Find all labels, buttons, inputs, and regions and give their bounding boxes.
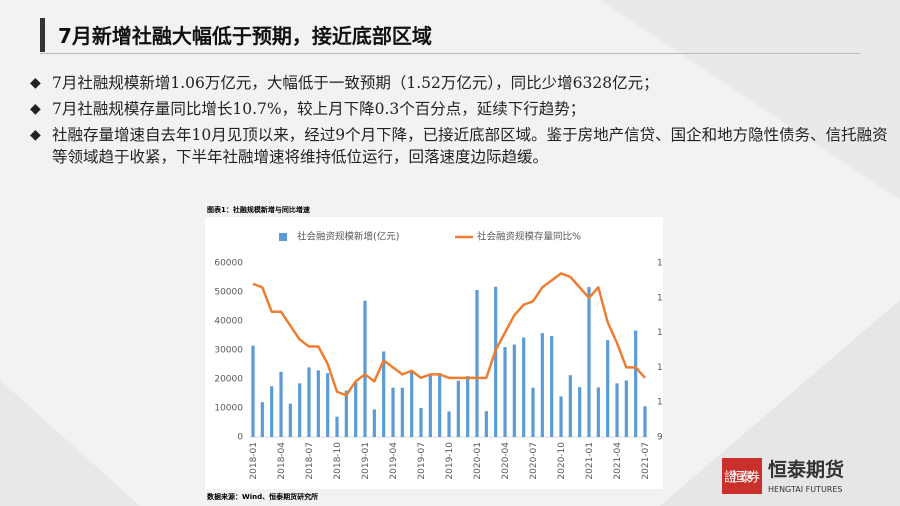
bar: [419, 408, 423, 437]
bar: [522, 337, 526, 437]
y2-tick-label: 13: [657, 293, 663, 303]
bar: [550, 336, 554, 437]
bar: [466, 376, 470, 437]
chart-area: [205, 217, 663, 489]
y-tick-label: 30000: [214, 346, 243, 356]
bar: [447, 411, 451, 437]
bar: [410, 370, 414, 437]
bullet-text: 社融存量增速自去年10月见顶以来，经过9个月下降，已接近底部区域。鉴于房地产信贷…: [52, 126, 888, 166]
bullet: ◆ 7月社融规模存量同比增长10.7%，较上月下降0.3个百分点，延续下行趋势；: [30, 98, 888, 120]
bar: [400, 387, 404, 437]
bar: [624, 380, 628, 437]
x-tick-label: 2018-04: [277, 442, 287, 480]
bar: [540, 333, 544, 437]
bar: [615, 383, 619, 437]
seal: 證恒泰券: [724, 470, 760, 486]
y-tick-label: 10000: [214, 404, 243, 414]
chart: 图表1：社融规模新增与同比增速 数据来源：Wind、恒泰期货研究所 0 10000…: [205, 205, 663, 501]
bar: [363, 300, 367, 437]
logo-en: HENGTAI FUTURES: [768, 485, 843, 494]
x-tick-label: 2020-10: [557, 442, 567, 480]
bar: [344, 390, 348, 437]
legend-label: 社会融资规模新增(亿元): [297, 231, 399, 243]
bar: [559, 396, 563, 437]
y-tick-label: 50000: [214, 288, 243, 298]
x-tick-label: 2019-10: [445, 442, 455, 480]
y-tick-label: 20000: [214, 375, 243, 385]
x-tick-label: 2020-01: [473, 442, 483, 480]
bar: [484, 411, 488, 437]
legend-swatch: [279, 233, 287, 241]
bar: [279, 371, 283, 437]
bar: [260, 402, 264, 437]
bullet: ◆ 社融存量增速自去年10月见顶以来，经过9个月下降，已接近底部区域。鉴于房地产信…: [30, 126, 888, 166]
x-tick-label: 2020-04: [501, 442, 511, 480]
x-tick-label: 2020-07: [529, 442, 539, 480]
bullet: ◆ 7月社融规模新增1.06万亿元，大幅低于一致预期（1.52万亿元），同比少增6…: [30, 72, 888, 94]
bar: [587, 287, 591, 437]
slide-title: 7月新增社融大幅低于预期，接近底部区域: [58, 24, 432, 48]
bar: [428, 373, 432, 437]
x-tick-label: 2018-01: [249, 442, 259, 480]
bar: [391, 387, 395, 437]
legend-label: 社会融资规模存量同比%: [477, 231, 581, 243]
bar: [438, 373, 442, 437]
bar: [494, 286, 498, 437]
y2-tick-label: 14: [657, 259, 663, 269]
bullet-text: 7月社融规模新增1.06万亿元，大幅低于一致预期（1.52万亿元），同比少增63…: [52, 74, 659, 92]
x-tick-label: 2021-04: [613, 442, 623, 480]
chart-source: 数据来源：Wind、恒泰期货研究所: [207, 492, 318, 501]
bar: [503, 347, 507, 437]
x-tick-label: 2018-07: [305, 442, 315, 480]
bar: [531, 387, 535, 437]
chart-caption: 图表1：社融规模新增与同比增速: [207, 205, 310, 214]
y-tick-label: 40000: [214, 317, 243, 327]
bar: [643, 406, 647, 437]
x-tick-label: 2018-10: [333, 442, 343, 480]
y2-tick-label: 9: [657, 433, 663, 443]
y-tick-label: 60000: [214, 259, 243, 269]
bar: [251, 345, 255, 437]
bar: [307, 367, 311, 437]
x-tick-label: 2019-07: [417, 442, 427, 480]
logo-cn: 恒泰期货: [768, 458, 844, 481]
bar: [270, 386, 274, 437]
bullet-text: 7月社融规模存量同比增长10.7%，较上月下降0.3个百分点，延续下行趋势；: [52, 100, 586, 118]
bar: [475, 289, 479, 437]
bar: [288, 403, 292, 437]
line: [252, 272, 646, 397]
bar: [578, 387, 582, 437]
bar: [568, 375, 572, 437]
x-tick-label: 2021-01: [585, 442, 595, 480]
bar: [634, 330, 638, 437]
bar: [316, 370, 320, 437]
bar: [512, 344, 516, 437]
y-tick-label: 0: [237, 433, 243, 443]
bar: [298, 383, 302, 437]
y2-tick-label: 12: [657, 328, 663, 338]
bar: [372, 409, 376, 437]
bar: [326, 373, 330, 437]
x-tick-label: 2021-07: [641, 442, 651, 480]
bar: [382, 351, 386, 437]
y2-tick-label: 10: [657, 398, 663, 408]
bar: [335, 416, 339, 437]
bar: [456, 380, 460, 437]
bar: [606, 340, 610, 437]
bar: [354, 381, 358, 437]
x-tick-label: 2019-04: [389, 442, 399, 480]
x-tick-label: 2019-01: [361, 442, 371, 480]
bar: [596, 387, 600, 437]
y2-tick-label: 11: [657, 363, 663, 373]
